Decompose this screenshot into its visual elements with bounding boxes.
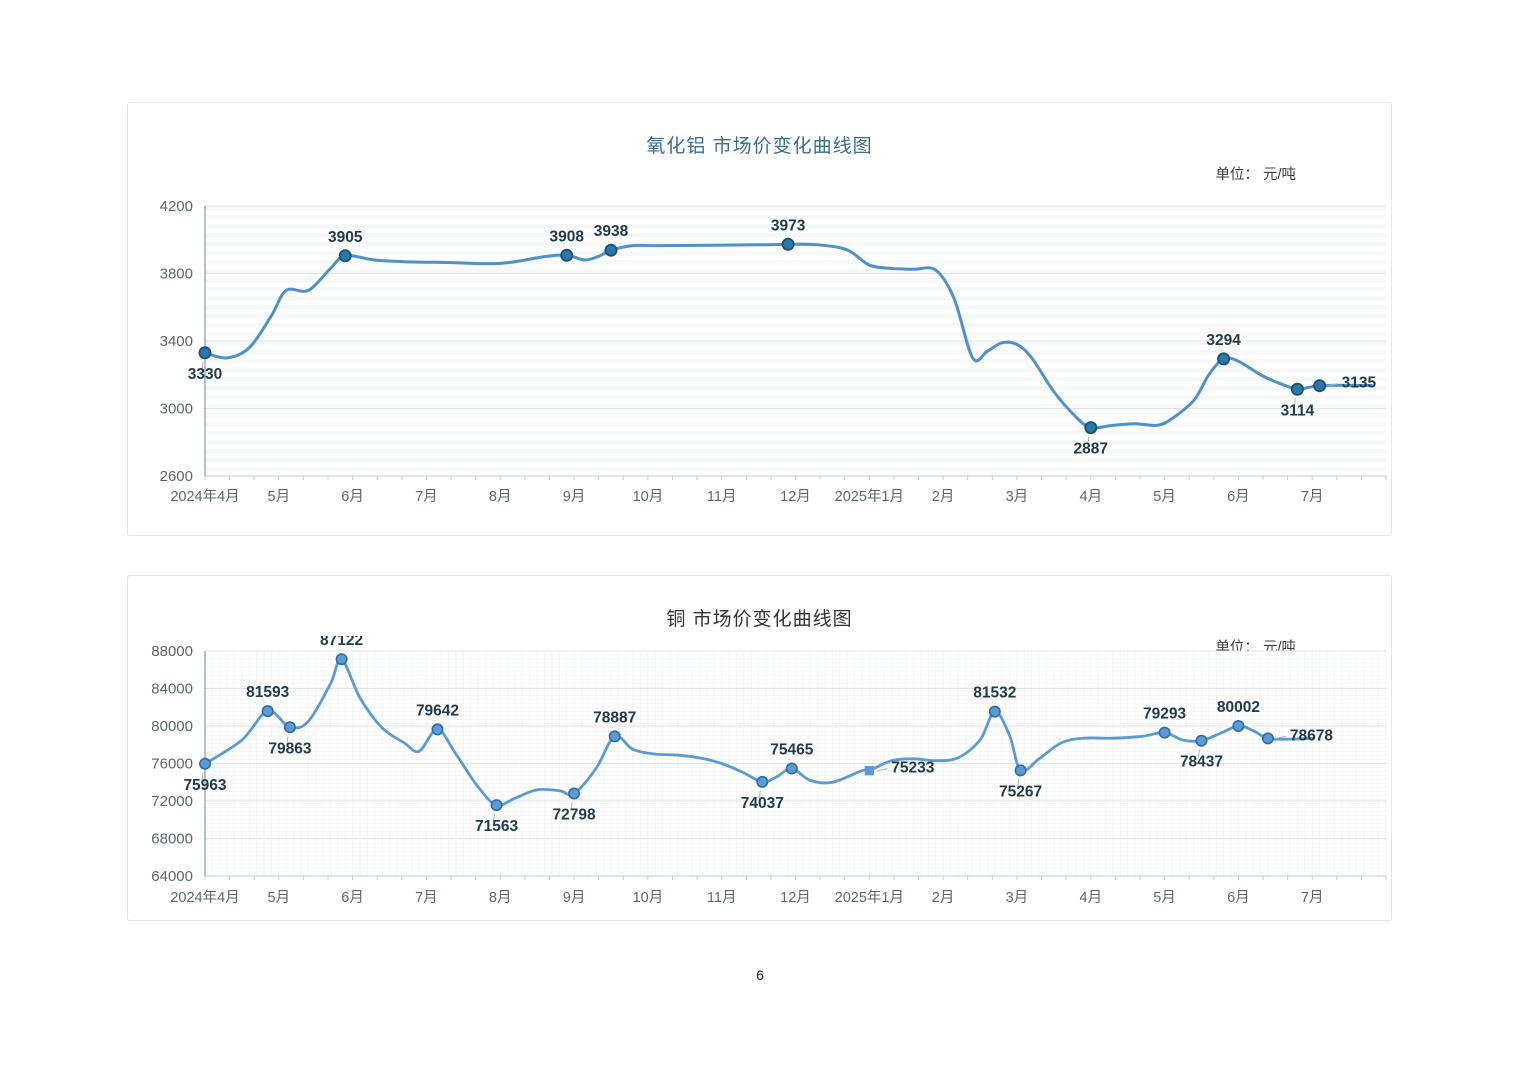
svg-text:2600: 2600 — [160, 468, 193, 485]
svg-text:78678: 78678 — [1290, 727, 1333, 744]
svg-text:80000: 80000 — [151, 718, 193, 735]
svg-text:2025年1月: 2025年1月 — [835, 488, 904, 505]
svg-text:3月: 3月 — [1006, 890, 1029, 906]
svg-text:3114: 3114 — [1281, 402, 1315, 419]
svg-text:4200: 4200 — [160, 198, 193, 215]
svg-text:3294: 3294 — [1206, 332, 1241, 349]
svg-text:6月: 6月 — [341, 890, 364, 906]
svg-text:10月: 10月 — [633, 489, 664, 505]
svg-text:84000: 84000 — [151, 681, 193, 698]
svg-text:5月: 5月 — [1153, 890, 1176, 906]
svg-text:74037: 74037 — [741, 795, 784, 812]
svg-text:12月: 12月 — [780, 489, 811, 505]
svg-text:7月: 7月 — [415, 890, 438, 906]
svg-text:4月: 4月 — [1080, 489, 1103, 505]
svg-text:88000: 88000 — [151, 643, 193, 660]
svg-text:80002: 80002 — [1217, 699, 1260, 716]
svg-text:2024年4月: 2024年4月 — [170, 889, 239, 906]
svg-text:6月: 6月 — [1227, 890, 1250, 906]
svg-text:87122: 87122 — [320, 636, 363, 649]
svg-text:3330: 3330 — [188, 366, 222, 383]
svg-text:72798: 72798 — [553, 807, 596, 824]
svg-text:5月: 5月 — [268, 489, 291, 505]
svg-text:7月: 7月 — [415, 489, 438, 505]
svg-text:5月: 5月 — [1153, 489, 1176, 505]
svg-text:3908: 3908 — [549, 228, 584, 245]
svg-text:8月: 8月 — [489, 890, 512, 906]
svg-text:3135: 3135 — [1342, 375, 1377, 392]
svg-text:3905: 3905 — [328, 229, 363, 246]
svg-text:81593: 81593 — [246, 684, 289, 701]
svg-text:75267: 75267 — [999, 783, 1042, 800]
svg-text:81532: 81532 — [973, 685, 1016, 702]
svg-text:9月: 9月 — [563, 890, 586, 906]
svg-text:3000: 3000 — [160, 401, 193, 418]
svg-text:12月: 12月 — [780, 890, 811, 906]
svg-text:3938: 3938 — [594, 223, 629, 240]
svg-text:79642: 79642 — [416, 702, 459, 719]
svg-text:75963: 75963 — [183, 777, 226, 794]
svg-text:78887: 78887 — [593, 709, 636, 726]
svg-text:3800: 3800 — [160, 266, 193, 283]
svg-text:71563: 71563 — [475, 818, 518, 835]
svg-text:76000: 76000 — [151, 756, 193, 773]
svg-text:75233: 75233 — [891, 760, 934, 777]
svg-text:2024年4月: 2024年4月 — [170, 488, 239, 505]
svg-text:72000: 72000 — [151, 793, 193, 810]
svg-text:68000: 68000 — [151, 831, 193, 848]
svg-text:9月: 9月 — [563, 489, 586, 505]
svg-text:2月: 2月 — [932, 890, 955, 906]
svg-text:7月: 7月 — [1301, 489, 1324, 505]
svg-text:75465: 75465 — [770, 742, 813, 759]
svg-text:11月: 11月 — [707, 890, 737, 906]
svg-text:6月: 6月 — [341, 489, 364, 505]
svg-text:10月: 10月 — [633, 890, 664, 906]
svg-text:6月: 6月 — [1227, 489, 1250, 505]
svg-text:7月: 7月 — [1301, 890, 1324, 906]
svg-text:2月: 2月 — [932, 489, 955, 505]
svg-text:11月: 11月 — [707, 489, 737, 505]
svg-text:2887: 2887 — [1074, 441, 1108, 458]
svg-text:78437: 78437 — [1180, 754, 1223, 771]
svg-text:8月: 8月 — [489, 489, 512, 505]
svg-text:5月: 5月 — [268, 890, 291, 906]
svg-text:3400: 3400 — [160, 333, 193, 350]
svg-text:79863: 79863 — [268, 740, 311, 757]
svg-text:3973: 3973 — [771, 217, 806, 234]
svg-text:79293: 79293 — [1143, 706, 1186, 723]
svg-text:3月: 3月 — [1006, 489, 1029, 505]
svg-text:4月: 4月 — [1080, 890, 1103, 906]
svg-text:64000: 64000 — [151, 868, 193, 885]
svg-text:2025年1月: 2025年1月 — [835, 889, 904, 906]
